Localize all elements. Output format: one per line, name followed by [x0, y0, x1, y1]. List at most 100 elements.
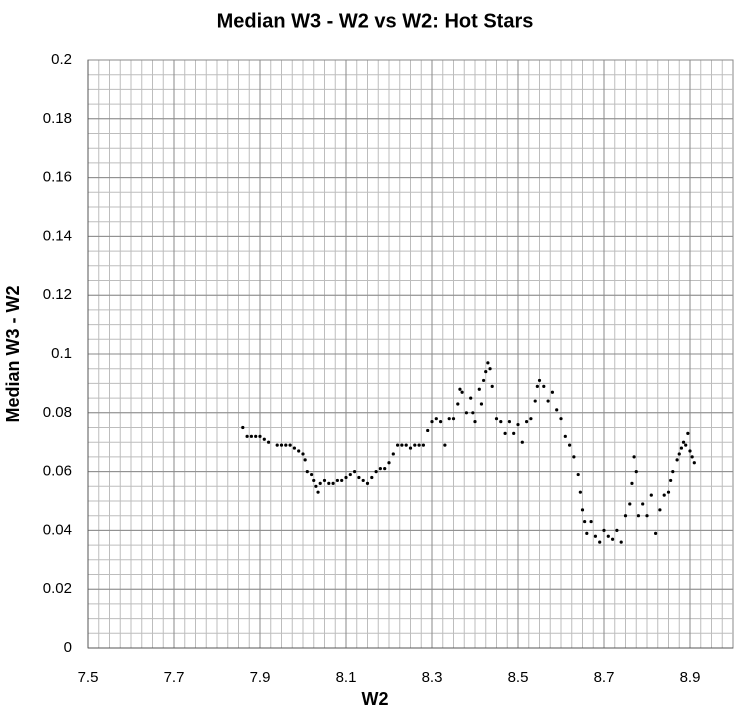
- data-point: [681, 440, 686, 444]
- data-point: [391, 452, 395, 456]
- data-point: [460, 390, 464, 394]
- data-point: [589, 519, 593, 524]
- data-point: [690, 455, 694, 459]
- data-point: [245, 434, 249, 438]
- y-tick-label: 0: [64, 639, 72, 656]
- data-point: [568, 443, 572, 447]
- x-tick-label: 7.5: [78, 669, 99, 686]
- x-tick-label: 8.3: [422, 669, 443, 686]
- data-point: [365, 481, 370, 485]
- data-point: [458, 387, 462, 391]
- data-point: [301, 452, 305, 456]
- data-point: [542, 384, 546, 388]
- data-point: [275, 443, 279, 447]
- data-point: [357, 475, 361, 480]
- y-axis-title: Median W3 - W2: [3, 285, 23, 422]
- data-point: [645, 514, 649, 518]
- data-point: [471, 411, 475, 415]
- data-point: [671, 470, 675, 474]
- data-point: [482, 378, 486, 383]
- data-point: [623, 514, 628, 518]
- y-tick-label: 0.06: [43, 463, 72, 480]
- data-point: [241, 425, 245, 430]
- data-point: [258, 434, 262, 438]
- data-point: [348, 472, 352, 477]
- data-point: [400, 443, 404, 447]
- data-point: [606, 534, 610, 538]
- data-point: [413, 443, 417, 447]
- data-point: [580, 508, 585, 512]
- data-point: [555, 408, 559, 412]
- chart-title: Median W3 - W2 vs W2: Hot Stars: [217, 10, 534, 32]
- y-tick-label: 0.02: [43, 580, 72, 597]
- data-point: [546, 399, 550, 403]
- data-point: [654, 531, 658, 535]
- data-point: [615, 528, 619, 533]
- data-point: [486, 361, 490, 365]
- data-point: [279, 443, 284, 447]
- data-point: [684, 443, 688, 447]
- data-point: [322, 478, 327, 483]
- data-point: [675, 458, 679, 462]
- data-point: [396, 443, 400, 447]
- data-point: [254, 434, 258, 438]
- data-point: [404, 443, 408, 447]
- data-point: [443, 443, 447, 447]
- data-point: [484, 370, 488, 374]
- data-point: [576, 472, 580, 477]
- data-point: [692, 461, 696, 465]
- data-point: [679, 446, 684, 450]
- data-point: [477, 387, 481, 391]
- data-point: [641, 502, 645, 506]
- data-point: [417, 443, 421, 447]
- data-point: [331, 481, 335, 485]
- x-tick-label: 7.9: [250, 669, 271, 686]
- data-point: [305, 470, 309, 474]
- data-point: [525, 420, 529, 424]
- data-point: [344, 475, 348, 480]
- data-point: [490, 384, 494, 388]
- data-point: [658, 508, 662, 512]
- data-point: [602, 528, 606, 533]
- y-tick-label: 0.18: [43, 110, 72, 127]
- x-tick-label: 7.7: [164, 669, 185, 686]
- x-axis-title: W2: [362, 689, 389, 709]
- data-point: [598, 540, 602, 544]
- data-point: [262, 437, 266, 441]
- data-point: [611, 537, 615, 541]
- data-point: [550, 390, 555, 394]
- data-point: [353, 470, 357, 474]
- y-tick-label: 0.1: [51, 345, 72, 362]
- data-point: [439, 420, 443, 424]
- data-point: [249, 434, 253, 438]
- data-point: [593, 534, 598, 538]
- data-point: [383, 467, 387, 471]
- data-point: [619, 540, 623, 544]
- y-tick-label: 0.08: [43, 404, 72, 421]
- data-point: [473, 420, 477, 424]
- data-point: [387, 461, 391, 465]
- data-point: [688, 449, 692, 453]
- data-point: [578, 490, 582, 494]
- data-point: [507, 420, 511, 424]
- data-point: [421, 443, 425, 447]
- data-point: [686, 431, 690, 435]
- data-point: [267, 440, 271, 444]
- data-point: [628, 502, 632, 506]
- data-point: [662, 493, 666, 497]
- data-point: [447, 417, 451, 421]
- data-point: [288, 443, 292, 447]
- data-point: [430, 420, 434, 424]
- data-point: [677, 452, 681, 456]
- data-point: [464, 411, 468, 415]
- data-point: [494, 417, 499, 421]
- data-point: [583, 519, 587, 524]
- y-tick-label: 0.04: [43, 521, 72, 538]
- data-point: [378, 467, 382, 471]
- data-point: [537, 378, 542, 383]
- data-point: [488, 367, 492, 371]
- data-point: [284, 443, 288, 447]
- data-point: [533, 399, 537, 403]
- data-point: [572, 455, 576, 459]
